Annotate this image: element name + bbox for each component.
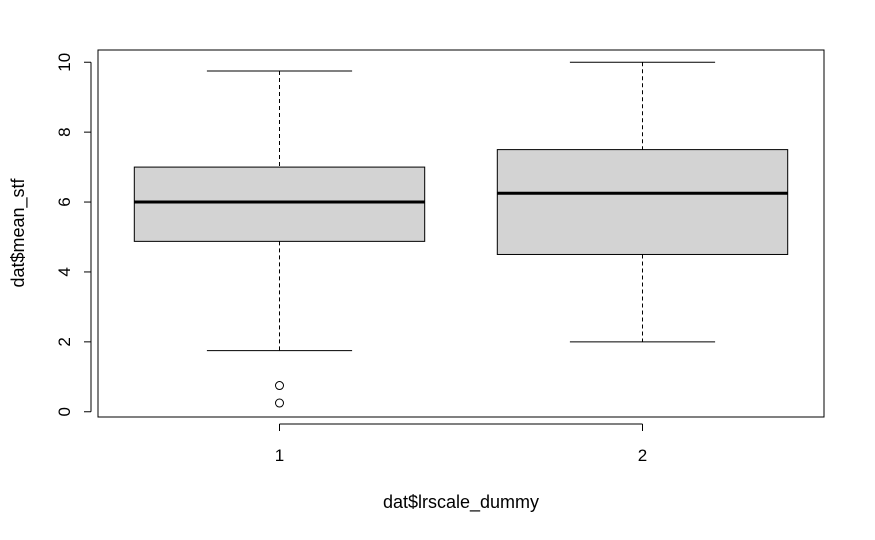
y-axis: 0 2 4 6 8 10: [55, 53, 92, 416]
outlier-point: [275, 398, 284, 408]
x-axis-label: dat$lrscale_dummy: [383, 492, 539, 513]
iqr-box: [133, 166, 426, 242]
y-tick-label: 2: [55, 337, 74, 346]
box-1: [133, 70, 426, 408]
box-2: [496, 61, 789, 343]
y-tick-label: 6: [55, 197, 74, 206]
y-tick-label: 8: [55, 127, 74, 136]
iqr-box: [496, 149, 789, 255]
y-tick-label: 0: [55, 407, 74, 416]
x-tick-label: 2: [638, 446, 647, 465]
y-axis-label: dat$mean_stf: [8, 177, 29, 287]
boxes-group: [133, 61, 789, 408]
y-tick-label: 10: [55, 53, 74, 72]
x-tick-label: 1: [275, 446, 284, 465]
outlier-point: [275, 381, 284, 391]
y-tick-label: 4: [55, 267, 74, 276]
plot-frame: [97, 49, 825, 418]
